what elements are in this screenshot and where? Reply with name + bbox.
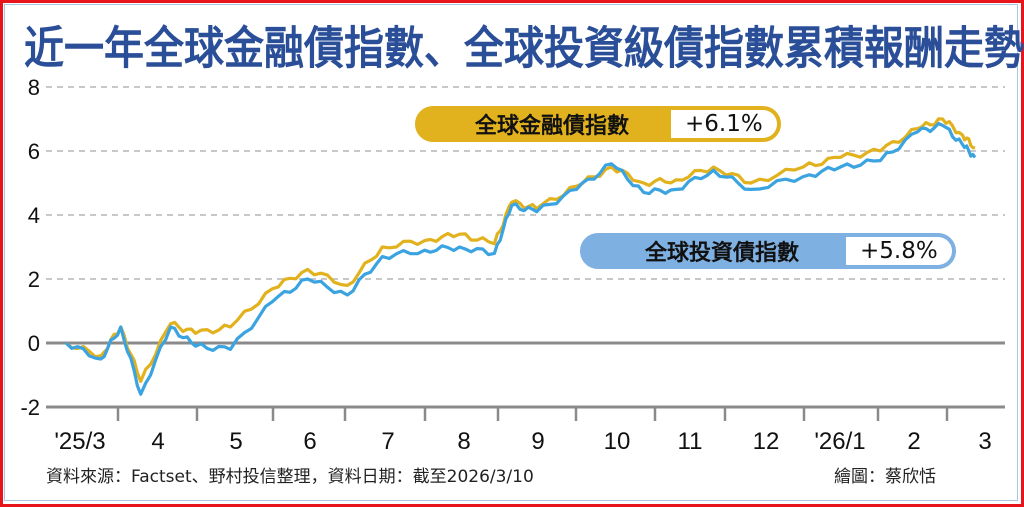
legend-financial-label: 全球金融債指數 bbox=[474, 114, 629, 139]
data-series bbox=[64, 117, 977, 396]
x-tick-label: 10 bbox=[604, 428, 631, 455]
legend-financial-bond-index: 全球金融債指數 +6.1% bbox=[415, 106, 781, 142]
x-tick-label: 4 bbox=[151, 428, 164, 455]
y-tick-label: 2 bbox=[28, 267, 40, 292]
x-tick-label: 8 bbox=[457, 428, 470, 455]
legend-investment-label: 全球投資債指數 bbox=[644, 241, 799, 266]
data-source-note: 資料來源：Factset、野村投信整理，資料日期：截至2026/3/10 bbox=[46, 467, 534, 487]
chart-title: 近一年全球金融債指數、全球投資級債指數累積報酬走勢 bbox=[24, 23, 1024, 75]
x-tick-label: 7 bbox=[381, 428, 394, 455]
investment-bond-line bbox=[64, 121, 977, 396]
x-tick-label: '26/1 bbox=[814, 428, 865, 455]
x-tick-label: 6 bbox=[303, 428, 316, 455]
x-tick-label: '25/3 bbox=[54, 428, 105, 455]
legend-investment-value: +5.8% bbox=[846, 237, 952, 265]
x-tick-label: 2 bbox=[907, 428, 920, 455]
inner-border bbox=[4, 4, 1018, 501]
x-tick-label: 12 bbox=[753, 428, 780, 455]
x-tick-label: 3 bbox=[978, 428, 991, 455]
financial-bond-line bbox=[64, 117, 976, 383]
x-axis: '25/3 4 5 6 7 8 9 10 11 12 '26/1 2 3 bbox=[54, 407, 992, 455]
y-tick-label: 4 bbox=[28, 203, 40, 228]
y-tick-label: -2 bbox=[20, 395, 40, 420]
legend-investment-bond-index: 全球投資債指數 +5.8% bbox=[580, 233, 956, 269]
y-tick-label: 0 bbox=[28, 331, 40, 356]
y-axis-ticks: 8 6 4 2 0 -2 bbox=[20, 75, 40, 420]
gridlines bbox=[46, 86, 1005, 409]
legend-financial-value: +6.1% bbox=[671, 110, 777, 138]
illustrator-credit: 繪圖：蔡欣恬 bbox=[834, 467, 936, 487]
y-tick-label: 6 bbox=[28, 139, 40, 164]
x-tick-label: 5 bbox=[229, 428, 242, 455]
y-tick-label: 8 bbox=[28, 75, 40, 100]
x-tick-label: 11 bbox=[678, 428, 703, 455]
x-tick-label: 9 bbox=[531, 428, 544, 455]
